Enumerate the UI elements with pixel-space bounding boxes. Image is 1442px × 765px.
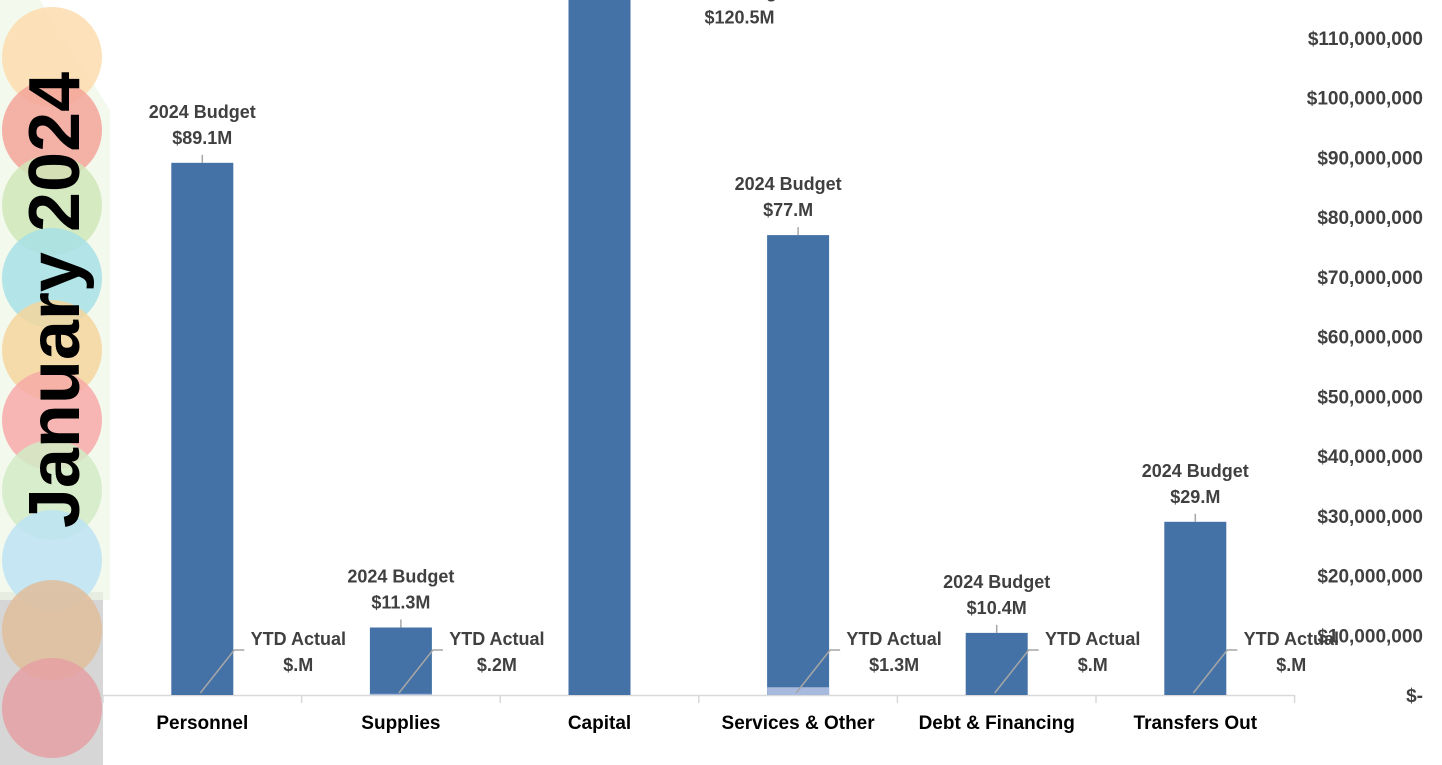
decorative-circles	[0, 0, 110, 765]
y-tick-label: $30,000,000	[1317, 507, 1423, 528]
category-label: Transfers Out	[1134, 713, 1258, 734]
y-tick-label: $-	[1406, 686, 1423, 707]
budget-label: 2024 Budget	[735, 174, 842, 194]
budget-value-label: $120.5M	[704, 7, 774, 27]
actual-label: YTD Actual	[1244, 629, 1339, 649]
budget-bar	[369, 627, 432, 695]
actual-label: YTD Actual	[449, 629, 544, 649]
actual-leader-line	[994, 649, 1039, 694]
page-title: January 2024	[15, 71, 95, 529]
budget-label: 2024 Budget	[686, 0, 793, 1]
budget-bar	[171, 162, 234, 695]
actual-value-label: $.M	[1276, 655, 1306, 675]
decorative-circle	[2, 228, 102, 328]
actual-label: YTD Actual	[1045, 629, 1140, 649]
budget-value-label: $29.M	[1170, 487, 1220, 507]
y-tick-label: $20,000,000	[1317, 567, 1423, 588]
decorative-circle	[2, 580, 102, 680]
budget-value-label: $89.1M	[172, 128, 232, 148]
category-label: Supplies	[361, 713, 440, 734]
y-tick-label: $110,000,000	[1308, 29, 1423, 50]
category-label: Personnel	[156, 713, 248, 734]
actual-leader-line	[398, 649, 443, 694]
budget-label: 2024 Budget	[347, 567, 454, 587]
actual-value-label: $1.3M	[869, 655, 919, 675]
budget-label: 2024 Budget	[1142, 461, 1249, 481]
y-tick-label: $70,000,000	[1317, 268, 1423, 289]
y-tick-label: $40,000,000	[1317, 447, 1423, 468]
actual-label: YTD Actual	[251, 629, 346, 649]
actual-leader-line	[795, 649, 841, 694]
actual-bar	[369, 693, 432, 695]
budget-label: 2024 Budget	[943, 572, 1050, 592]
budget-label: 2024 Budget	[149, 102, 256, 122]
y-tick-label: $10,000,000	[1317, 626, 1423, 647]
budget-value-label: $10.4M	[967, 598, 1027, 618]
budget-bar	[1164, 521, 1227, 695]
y-tick-label: $100,000,000	[1307, 89, 1423, 110]
actual-value-label: $.2M	[477, 655, 517, 675]
decorative-circle	[2, 300, 102, 400]
category-label: Services & Other	[722, 713, 876, 734]
decorative-circle	[2, 440, 102, 540]
decorative-circle	[2, 510, 102, 610]
actual-value-label: $.M	[1078, 655, 1108, 675]
y-tick-label: $50,000,000	[1317, 387, 1423, 408]
budget-bar	[568, 0, 631, 695]
category-label: Capital	[568, 713, 631, 734]
actual-label: YTD Actual	[846, 629, 941, 649]
decorative-circle	[2, 658, 102, 758]
decorative-circle	[2, 155, 102, 255]
decorative-circle	[2, 7, 102, 107]
y-tick-label: $90,000,000	[1317, 148, 1423, 169]
budget-value-label: $77.M	[763, 200, 813, 220]
y-tick-label: $80,000,000	[1317, 208, 1423, 229]
actual-leader-line	[1192, 649, 1238, 694]
actual-value-label: $.M	[283, 655, 313, 675]
actual-leader-line	[199, 649, 245, 694]
category-label: Debt & Financing	[919, 713, 1075, 734]
budget-bar	[767, 235, 830, 695]
y-tick-label: $60,000,000	[1317, 328, 1423, 349]
decorative-circle	[2, 80, 102, 180]
budget-value-label: $11.3M	[371, 593, 430, 613]
decorative-circle	[2, 370, 102, 470]
